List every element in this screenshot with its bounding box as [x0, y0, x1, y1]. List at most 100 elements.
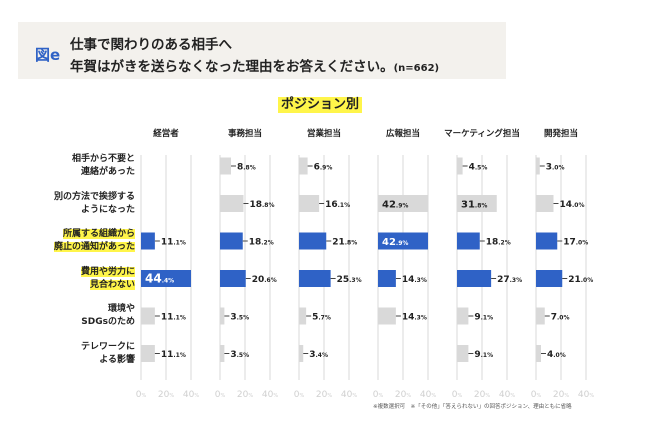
bar: [299, 195, 320, 212]
tick-unit: %: [589, 393, 594, 399]
bar: [299, 232, 327, 250]
data-label: 3.5%: [230, 313, 249, 323]
data-label: 14.3%: [402, 275, 427, 285]
data-label-decimal: .3%: [349, 277, 361, 284]
category-label: 相手から不要と 連絡があった: [72, 153, 135, 179]
category-label: テレワークに よる影響: [81, 341, 135, 367]
category-label: 費用や労力に 見合わない: [80, 266, 135, 292]
bar: [220, 157, 231, 175]
data-label-decimal: .0%: [552, 165, 564, 172]
x-tick-label: 20%: [395, 390, 411, 400]
bar: [457, 195, 497, 212]
tick-unit: %: [378, 393, 383, 399]
panel-header: マーケティング担当: [444, 128, 520, 139]
bar: [378, 195, 428, 212]
footnote: ※複数選択可 ※「その他」「答えられない」の回答ポジション、理由ともに省略: [373, 404, 572, 410]
panel-header: 開発担当: [544, 128, 578, 139]
bar: [299, 157, 308, 175]
data-label: 18.8%: [250, 200, 275, 210]
data-label: 7.0%: [551, 313, 570, 323]
data-label-decimal: .0%: [553, 352, 565, 359]
data-label-decimal: .0%: [572, 202, 584, 209]
tick-unit: %: [352, 393, 357, 399]
category-label-line: SDGsのため: [81, 317, 135, 327]
tick-unit: %: [536, 393, 541, 399]
tick-unit: %: [220, 393, 225, 399]
panel-header: 営業担当: [307, 128, 341, 139]
data-label: 3.5%: [230, 350, 249, 360]
bar: [378, 232, 428, 250]
x-tick-label: 40%: [262, 390, 278, 400]
tick-unit: %: [327, 393, 332, 399]
bar: [141, 345, 155, 362]
category-label: 別の方法で挨拶する ようになった: [54, 191, 135, 217]
data-label-decimal: .6%: [264, 277, 276, 284]
x-tick-label: 40%: [420, 390, 436, 400]
data-label: 21.0%: [568, 275, 593, 285]
tick-unit: %: [141, 393, 146, 399]
x-tick-label: 0%: [294, 390, 305, 400]
data-label-decimal: .9%: [320, 165, 332, 172]
title-line-1: 仕事で関わりのある相手へ: [70, 37, 232, 53]
data-label: 17.0%: [563, 238, 588, 248]
bar: [457, 232, 480, 250]
data-label-decimal: .0%: [581, 277, 593, 284]
tick-unit: %: [431, 393, 436, 399]
data-label: 42.9%: [382, 237, 408, 248]
data-label-decimal: .3%: [414, 277, 426, 284]
data-label-decimal: .4%: [162, 278, 174, 285]
tick-unit: %: [457, 393, 462, 399]
bar: [536, 157, 540, 175]
data-label-decimal: .8%: [345, 240, 357, 247]
x-tick-label: 40%: [499, 390, 515, 400]
bar: [457, 345, 469, 362]
data-label-decimal: .9%: [396, 203, 408, 210]
data-label-decimal: .2%: [261, 240, 273, 247]
data-label: 42.9%: [382, 200, 408, 211]
data-label: 20.6%: [252, 275, 277, 285]
x-tick-label: 0%: [373, 390, 384, 400]
data-label: 8.8%: [237, 163, 256, 173]
chart-subtitle: ポジション別: [278, 97, 363, 113]
bar: [220, 345, 225, 362]
title-banner: [18, 22, 506, 79]
sample-size: (n=662): [393, 63, 440, 74]
data-label-decimal: .1%: [481, 315, 493, 322]
bar: [299, 270, 331, 287]
data-label-decimal: .7%: [318, 315, 330, 322]
data-label-decimal: .5%: [475, 165, 487, 172]
data-label: 4.0%: [547, 350, 566, 360]
bar: [378, 270, 396, 287]
figure-label: 図e: [35, 46, 61, 64]
x-tick-label: 20%: [237, 390, 253, 400]
data-label-decimal: .8%: [243, 165, 255, 172]
tick-unit: %: [248, 393, 253, 399]
tick-unit: %: [485, 393, 490, 399]
category-label-line: 環境や: [107, 304, 135, 314]
bar: [141, 307, 155, 325]
x-tick-label: 20%: [158, 390, 174, 400]
category-label-line: ようになった: [80, 204, 135, 215]
data-label: 18.2%: [249, 238, 274, 248]
bar: [220, 232, 243, 250]
bar: [536, 195, 554, 212]
bar: [457, 307, 469, 325]
bar: [536, 232, 558, 250]
data-label-decimal: .1%: [481, 352, 493, 359]
data-label: 9.1%: [474, 350, 493, 360]
bar: [141, 270, 191, 287]
data-label: 21.8%: [332, 238, 357, 248]
panel-header: 経営者: [153, 128, 179, 139]
data-label-decimal: .1%: [173, 352, 185, 359]
data-label: 11.1%: [161, 313, 186, 323]
data-label: 31.8%: [461, 200, 487, 211]
bar: [141, 232, 155, 250]
data-label-decimal: .1%: [173, 315, 185, 322]
data-label-decimal: .5%: [237, 315, 249, 322]
category-label-line: 所属する組織から: [62, 229, 135, 239]
x-tick-label: 0%: [531, 390, 542, 400]
tick-unit: %: [299, 393, 304, 399]
bar: [220, 270, 246, 287]
data-label: 4.5%: [469, 163, 488, 173]
